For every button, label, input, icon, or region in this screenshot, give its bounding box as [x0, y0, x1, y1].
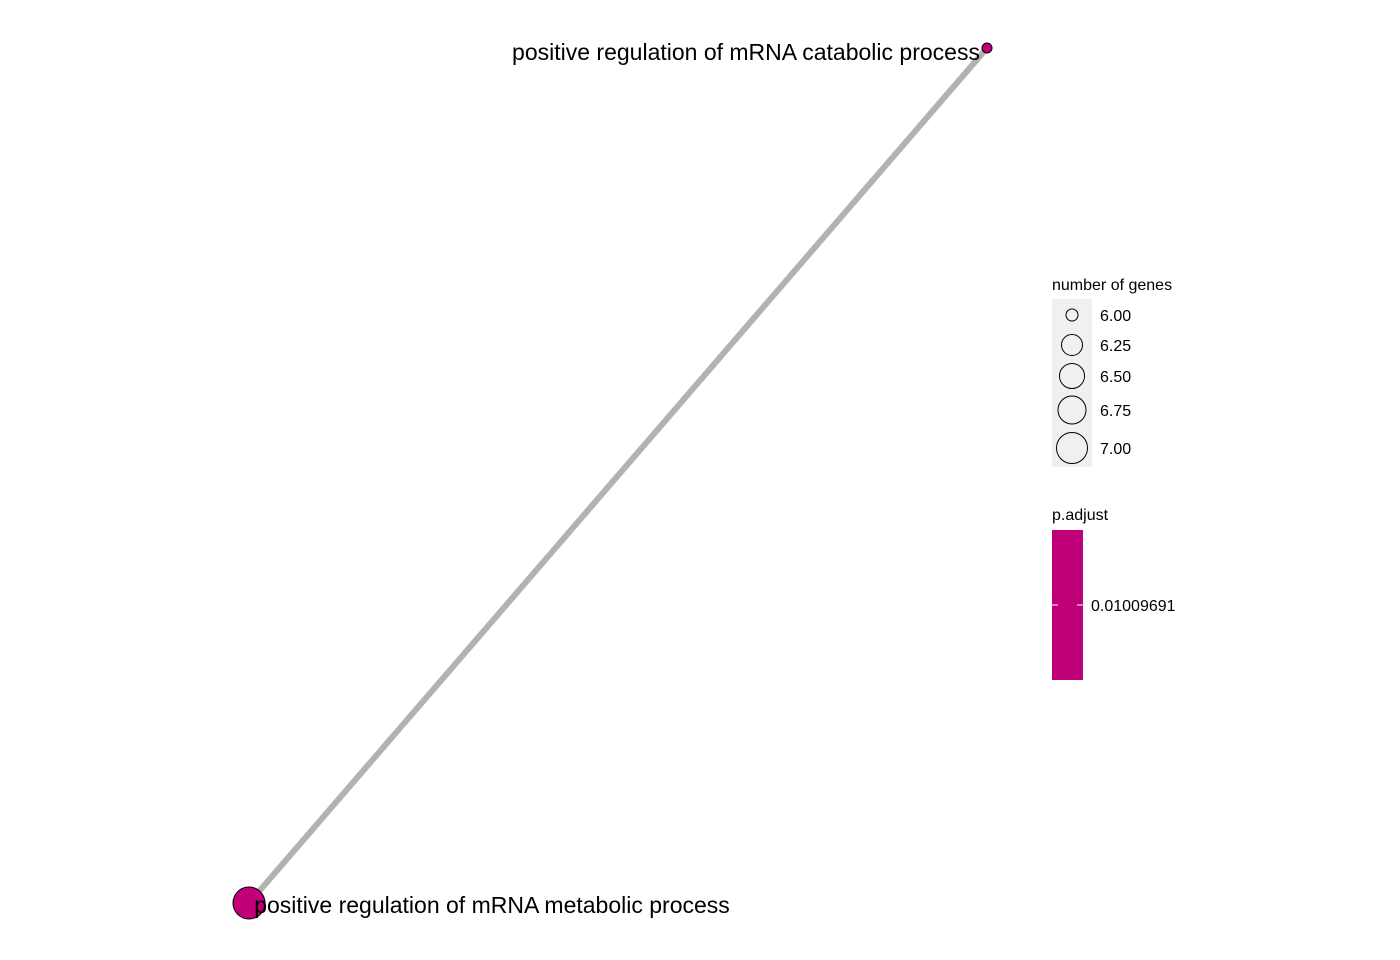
size-legend-circle	[1065, 308, 1079, 322]
size-legend-label: 6.25	[1100, 338, 1131, 355]
labels-layer: positive regulation of mRNA catabolic pr…	[254, 39, 980, 918]
nodes-layer	[232, 42, 993, 920]
color-legend-title: p.adjust	[1052, 507, 1109, 524]
edge-line	[246, 46, 990, 905]
node-metabolic	[232, 886, 266, 920]
color-legend-label: 0.01009691	[1091, 598, 1176, 615]
node-catabolic	[981, 42, 993, 54]
size-legend-label: 7.00	[1100, 441, 1131, 458]
size-legend-label: 6.50	[1100, 369, 1131, 386]
legend: number of genes 6.00 6.25 6.50 6.75 7.00 p.adj…	[1052, 277, 1176, 680]
node-label-catabolic: positive regulation of mRNA catabolic pr…	[512, 39, 980, 65]
size-legend-label: 6.75	[1100, 403, 1131, 420]
size-legend-label: 6.00	[1100, 308, 1131, 325]
edges-layer	[246, 46, 990, 905]
node-label-metabolic: positive regulation of mRNA metabolic pr…	[254, 892, 730, 918]
size-legend-title: number of genes	[1052, 277, 1172, 294]
size-legend-circle	[1057, 395, 1087, 425]
size-legend-circle	[1061, 334, 1083, 356]
size-legend-circle	[1059, 363, 1085, 389]
size-legend-circle	[1056, 432, 1088, 464]
